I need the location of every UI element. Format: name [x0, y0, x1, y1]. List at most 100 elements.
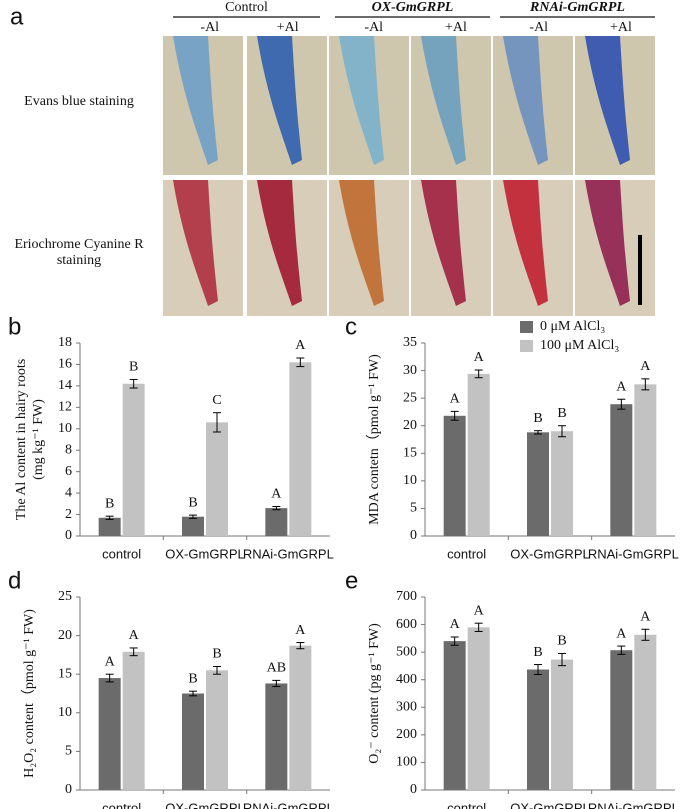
bar — [122, 651, 145, 790]
root — [257, 180, 302, 306]
significance-letter: A — [295, 623, 306, 638]
bar — [98, 678, 121, 790]
error-bar — [558, 425, 566, 438]
error-bar — [534, 430, 542, 435]
y-tick-label: 15 — [403, 446, 417, 461]
y-tick-label: 15 — [58, 666, 72, 681]
group-label: Control — [225, 0, 268, 15]
y-tick-label: 25 — [58, 589, 72, 604]
x-tick-label: RNAi-GmGRPL — [243, 800, 334, 809]
root — [257, 36, 302, 165]
y-tick-label: 100 — [396, 755, 417, 770]
significance-letter: B — [557, 406, 566, 421]
error-bar — [474, 369, 483, 379]
y-tick-label: 20 — [403, 418, 417, 433]
condition-label: -Al — [200, 20, 219, 35]
significance-letter: A — [105, 654, 116, 669]
bar — [265, 683, 288, 790]
x-tick-label: control — [447, 800, 486, 809]
y-tick-label: 500 — [396, 644, 417, 659]
significance-letter: A — [129, 628, 140, 643]
error-bar — [129, 378, 138, 389]
panel-label: e — [345, 567, 358, 594]
bar — [122, 383, 145, 536]
y-tick-label: 25 — [403, 390, 417, 405]
bar — [610, 650, 633, 790]
significance-letter: A — [271, 487, 282, 502]
y-axis-label: MDA contetn（pmol g⁻¹ FW) — [366, 354, 382, 525]
y-tick-label: 10 — [58, 705, 72, 720]
y-tick-label: 0 — [410, 782, 417, 797]
error-bar — [272, 506, 281, 511]
condition-label: +Al — [277, 20, 299, 35]
significance-letter: A — [640, 609, 651, 624]
error-bar — [105, 515, 114, 520]
bar — [443, 415, 466, 536]
error-bar — [189, 690, 197, 697]
error-bar — [617, 398, 626, 410]
y-tick-label: 600 — [396, 617, 417, 632]
legend-swatch — [520, 340, 533, 352]
y-tick-label: 30 — [403, 363, 417, 378]
bar — [551, 659, 573, 790]
y-tick-label: 5 — [65, 744, 72, 759]
panel-label: b — [8, 313, 21, 340]
x-tick-label: OX-GmGRPL — [510, 546, 589, 561]
bar — [182, 516, 204, 536]
y-tick-label: 0 — [65, 782, 72, 797]
x-tick-label: OX-GmGRPL — [165, 800, 244, 809]
panel-label: d — [8, 567, 21, 594]
bar — [467, 373, 490, 536]
bar — [527, 669, 549, 790]
y-tick-label: 20 — [58, 628, 72, 643]
bar — [467, 627, 490, 790]
error-bar — [450, 410, 459, 421]
y-axis-label: The Al content in hairy roots — [14, 359, 29, 520]
y-tick-label: 300 — [396, 700, 417, 715]
y-tick-label: 18 — [58, 335, 72, 350]
group-label: OX-GmGRPL — [372, 0, 454, 15]
y-tick-label: 8 — [65, 442, 72, 457]
significance-letter: A — [450, 617, 461, 632]
legend-label: 0 μM AlCl₃ — [540, 319, 605, 334]
root — [421, 180, 466, 306]
y-tick-label: 0 — [410, 528, 417, 543]
bar — [289, 362, 312, 536]
y-tick-label: 16 — [58, 357, 72, 372]
x-tick-label: RNAi-GmGRPL — [588, 546, 679, 561]
root — [503, 180, 548, 306]
y-tick-label: 200 — [396, 727, 417, 742]
root — [339, 180, 384, 306]
y-tick-label: 5 — [410, 501, 417, 516]
error-bar — [450, 636, 459, 646]
error-bar — [189, 514, 197, 519]
significance-letter: B — [105, 496, 114, 511]
error-bar — [474, 622, 483, 632]
y-tick-label: 35 — [403, 335, 417, 350]
root — [585, 180, 630, 306]
error-bar — [272, 679, 281, 688]
group-label: RNAi-GmGRPL — [529, 0, 625, 15]
bar — [289, 645, 312, 790]
y-tick-label: 10 — [403, 473, 417, 488]
panel-label: c — [345, 313, 357, 340]
bar — [206, 422, 228, 536]
significance-letter: A — [295, 338, 306, 353]
y-tick-label: 700 — [396, 589, 417, 604]
root — [339, 36, 384, 165]
error-bar — [617, 645, 626, 655]
root — [503, 36, 548, 165]
bar — [551, 431, 573, 536]
root — [585, 36, 630, 165]
condition-label: -Al — [529, 20, 548, 35]
error-bar — [213, 412, 221, 433]
root — [173, 180, 218, 306]
row-label: Eriochrome Cyanine R staining — [14, 237, 144, 268]
significance-letter: A — [616, 626, 627, 641]
condition-label: +Al — [610, 20, 632, 35]
significance-letter: B — [557, 634, 566, 649]
significance-letter: A — [616, 379, 627, 394]
error-bar — [641, 378, 650, 391]
significance-letter: B — [212, 647, 221, 662]
